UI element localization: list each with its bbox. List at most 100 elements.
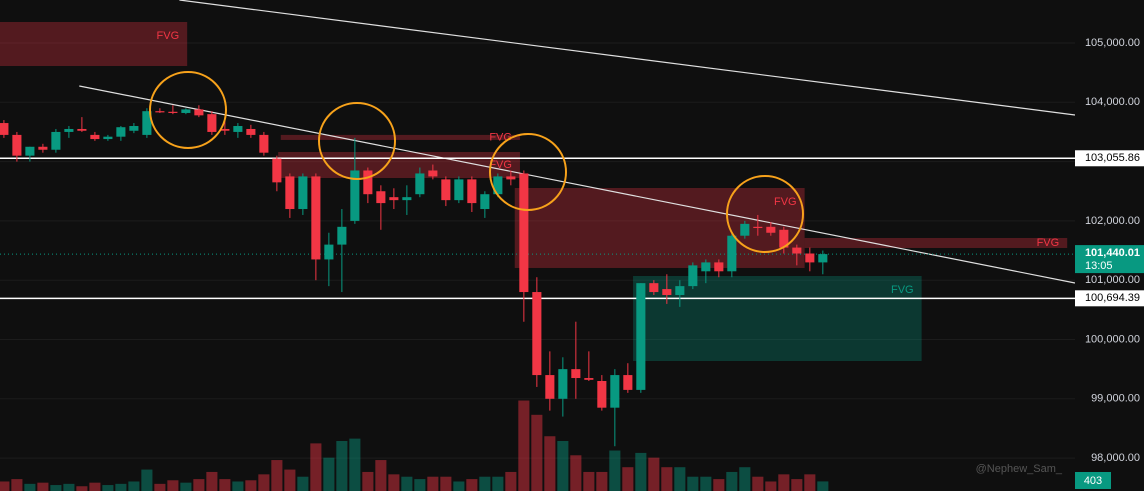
volume-bar — [557, 441, 569, 491]
candle-body — [103, 136, 113, 140]
volume-bar — [453, 481, 465, 491]
volume-bar — [193, 479, 205, 491]
candle-body — [90, 134, 100, 140]
fvg-zone — [278, 151, 520, 179]
candle-body — [311, 176, 321, 260]
candle-body — [129, 126, 139, 131]
volume-bar — [297, 476, 309, 491]
fvg-label: FVG — [891, 284, 914, 296]
volume-bar — [271, 460, 283, 491]
volume-bar — [76, 486, 88, 491]
fvg-label: FVG — [157, 30, 180, 42]
volume-bar — [323, 457, 335, 491]
volume-bar — [700, 476, 712, 491]
candle-body — [649, 283, 659, 293]
candle-body — [181, 109, 191, 113]
volume-bar — [817, 481, 829, 491]
candle-body — [493, 176, 503, 195]
volume-bar — [258, 474, 270, 491]
y-tick-label: 101,000.00 — [1085, 274, 1140, 286]
volume-bar — [232, 481, 244, 491]
candle-body — [701, 262, 711, 272]
candle-body — [740, 223, 750, 236]
candles — [0, 105, 828, 447]
volume-bar — [89, 482, 101, 491]
volume-bar — [310, 443, 322, 491]
candle-body — [714, 262, 724, 272]
fvg-zone — [280, 134, 520, 140]
volume-pane — [0, 400, 829, 491]
candle-body — [597, 380, 607, 408]
volume-bar — [388, 474, 400, 491]
candle-body — [259, 134, 269, 153]
volume-bar — [50, 485, 62, 491]
candle-body — [51, 131, 61, 150]
volume-bar — [570, 455, 582, 491]
y-tick-label: 105,000.00 — [1085, 37, 1140, 49]
candle-body — [324, 244, 334, 260]
fvg-zone — [804, 237, 1068, 248]
volume-bar — [687, 476, 699, 491]
volume-bar — [102, 485, 114, 491]
candle-body — [688, 265, 698, 287]
volume-bar — [505, 471, 517, 491]
candle-body — [376, 191, 386, 204]
volume-bar — [492, 476, 504, 491]
fvg-label: FVG — [774, 196, 797, 208]
volume-bar — [583, 471, 595, 491]
candle-body — [12, 134, 22, 156]
volume-bar — [414, 479, 426, 491]
candle-body — [662, 289, 672, 296]
circle — [149, 71, 227, 149]
candle-body — [506, 176, 516, 180]
candle-body — [0, 123, 9, 135]
trendline — [79, 85, 1076, 284]
volume-bar — [544, 436, 556, 491]
axis-labels: 98,000.00 99,000.00 100,000.00 101,000.00 10… — [1075, 37, 1144, 489]
candle-body — [207, 114, 217, 132]
volume-bar — [635, 452, 647, 491]
volume-bar — [661, 467, 673, 491]
volume-bar — [765, 481, 777, 491]
volume-bar — [401, 476, 413, 491]
volume-bar — [24, 483, 36, 491]
volume-bar — [206, 471, 218, 491]
candle-body — [467, 179, 477, 204]
candle-body — [168, 111, 178, 113]
candle-body — [246, 128, 256, 135]
y-tick-label: 98,000.00 — [1091, 452, 1140, 464]
volume-bar — [531, 414, 543, 491]
volume-bar — [791, 479, 803, 491]
candle-body — [454, 179, 464, 201]
candle-body — [519, 173, 529, 293]
candle-body — [428, 170, 438, 177]
candle-body — [766, 226, 776, 233]
candle-body — [155, 111, 165, 113]
circle — [489, 133, 567, 211]
candle-body — [337, 226, 347, 245]
volume-bar — [245, 480, 257, 491]
volume-bar — [609, 450, 621, 491]
candle-body — [350, 170, 360, 221]
candle-body — [272, 158, 282, 183]
y-tick-label: 100,000.00 — [1085, 333, 1140, 345]
candle-body — [584, 378, 594, 380]
candle-body — [727, 235, 737, 272]
volume-bar — [752, 476, 764, 491]
volume-bar — [713, 479, 725, 491]
candle-body — [389, 197, 399, 201]
candle-body — [779, 229, 789, 248]
candle-body — [792, 247, 802, 254]
volume-bar — [180, 482, 192, 491]
candle-body — [285, 176, 295, 210]
volume-bar — [154, 483, 166, 491]
price-line-box — [1075, 290, 1144, 307]
candle-body — [25, 146, 35, 156]
candle-body — [753, 226, 763, 229]
candle-body — [298, 176, 308, 210]
y-tick-label: 102,000.00 — [1085, 215, 1140, 227]
price-line-label: 100,694.39 — [1085, 292, 1140, 304]
volume-bar — [427, 476, 439, 491]
